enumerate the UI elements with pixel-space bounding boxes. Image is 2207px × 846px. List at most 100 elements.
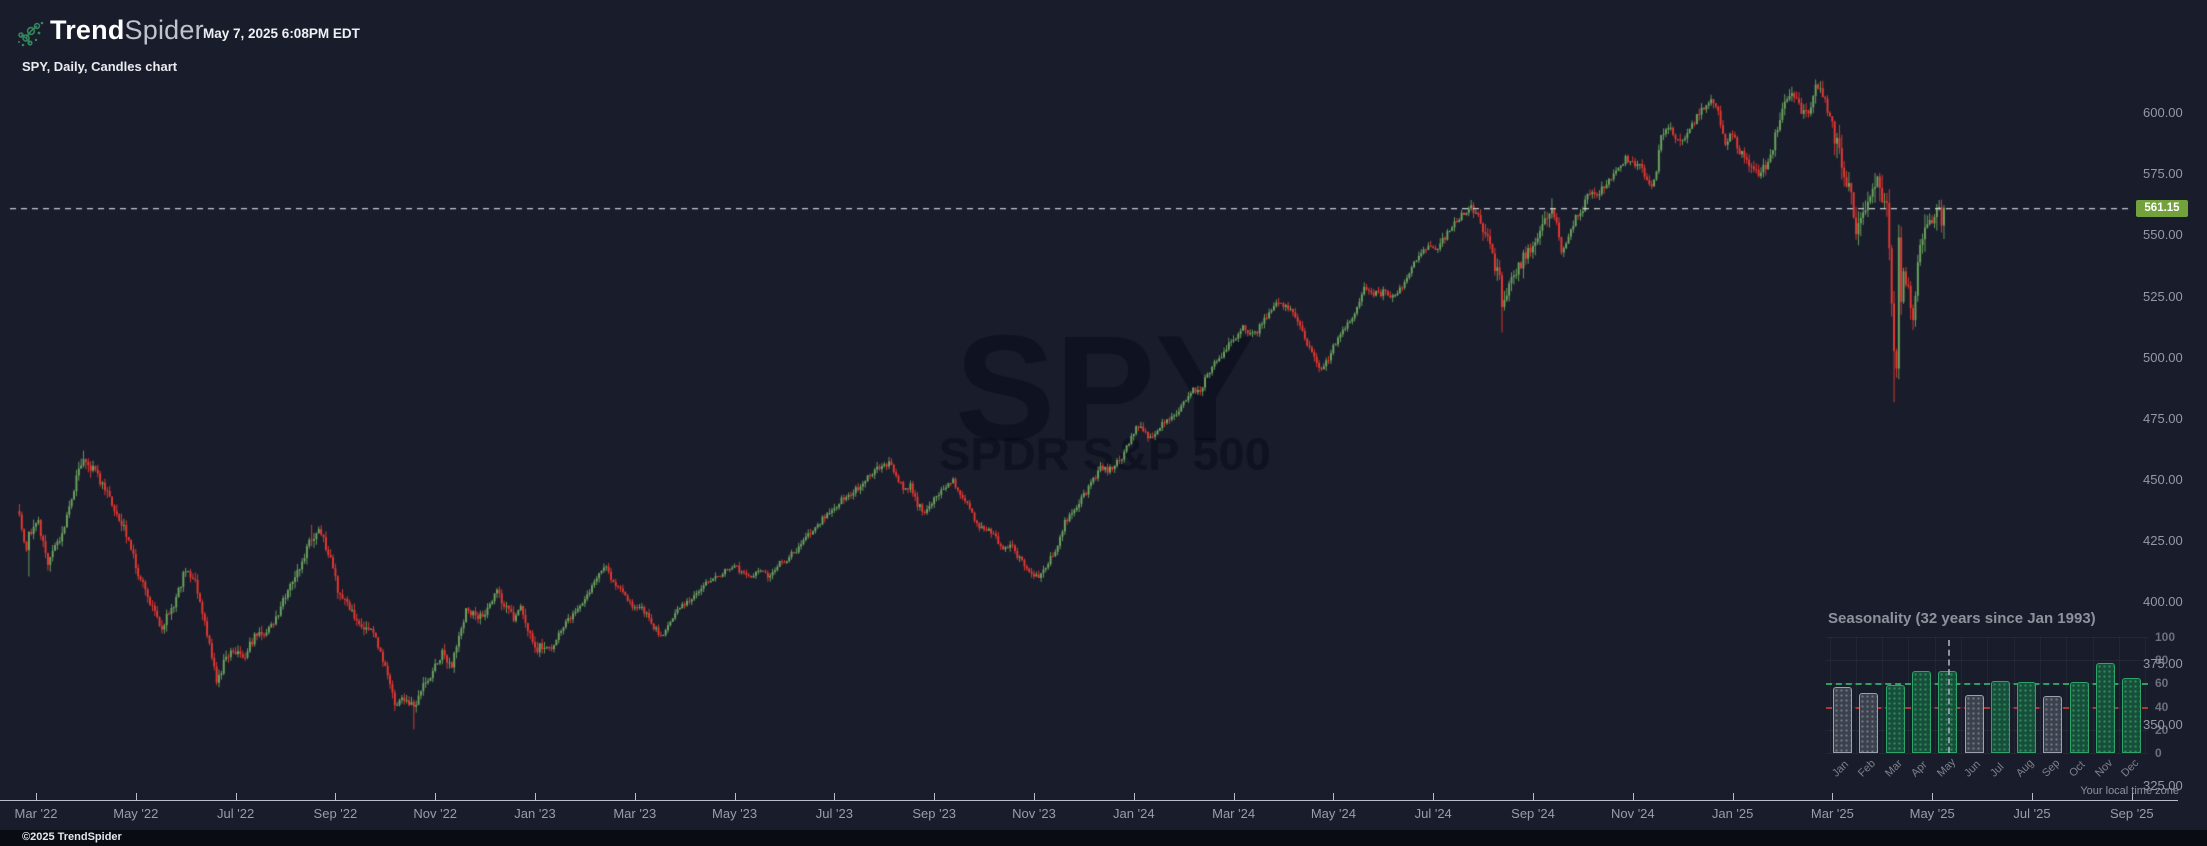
brand-spider: Spider [124,15,204,45]
price-axis-label: 350.00 [2143,716,2183,732]
time-axis-tick [235,793,237,800]
seasonality-ytick: 100 [2155,630,2176,644]
time-axis-tick [1433,793,1435,800]
price-axis-label: 425.00 [2143,533,2183,549]
seasonality-bar-jul[interactable] [1990,681,2010,753]
time-axis-label: Mar '24 [1212,806,1256,821]
time-axis-tick [1632,793,1634,800]
price-axis-label: 475.00 [2143,410,2183,426]
seasonality-month-label: Apr [1908,758,1930,780]
seasonality-month-label: Jun [1961,758,1983,780]
seasonality-gridline [1826,753,2148,754]
time-axis-label: Sep '22 [313,806,358,821]
time-axis-label: Jul '22 [217,806,255,821]
seasonality-bar-dec[interactable] [2122,677,2142,753]
time-axis-tick [335,793,337,800]
seasonality-month-label: Mar [1882,757,1905,780]
brand-trend: Trend [50,15,125,45]
seasonality-gridline [2092,637,2094,753]
brand-wordmark[interactable]: TrendSpider [50,15,204,46]
time-axis-tick [834,793,836,800]
time-axis-label: Nov '22 [413,806,458,821]
seasonality-gridline [1987,637,1989,753]
seasonality-month-label: Oct [2066,758,2088,780]
seasonality-ytick: 80 [2155,653,2169,668]
seasonality-gridline [2039,637,2041,753]
seasonality-inset[interactable]: Seasonality (32 years since Jan 1993) 0 2… [1820,600,2175,800]
time-axis-tick [1233,793,1235,800]
time-axis-tick [1932,793,1934,800]
seasonality-month-label: Sep [2040,757,2063,780]
price-axis-label: 500.00 [2143,349,2183,365]
seasonality-gridline [1826,660,2148,662]
time-axis-tick [535,793,536,800]
price-axis-label: 325.00 [2143,777,2183,793]
chart-datetime: May 7, 2025 6:08PM EDT [203,26,360,41]
time-axis-label: Jan '23 [514,806,556,821]
seasonality-bar-apr[interactable] [1911,670,1931,753]
time-axis-tick [1333,793,1335,800]
price-axis-label: 600.00 [2143,105,2183,120]
seasonality-up-avg-line [1826,683,2148,686]
time-axis-label: May '22 [113,806,159,821]
seasonality-ytick: 20 [2155,722,2169,737]
time-axis-label: Jul '24 [1414,806,1452,821]
footer-bar: ©2025 TrendSpider [0,830,2207,846]
seasonality-gridline [1882,637,1884,753]
time-axis-tick [435,793,437,800]
time-axis-label: Jan '25 [1711,806,1754,821]
time-axis-tick [2131,793,2133,800]
seasonality-gridline [2013,637,2015,753]
time-axis-line [0,800,2178,801]
seasonality-gridline [1961,637,1962,753]
time-axis-tick [1133,793,1135,800]
seasonality-bar-sep[interactable] [2043,696,2063,753]
seasonality-month-label: Jan [1830,758,1852,780]
seasonality-bar-feb[interactable] [1859,692,1879,753]
seasonality-bar-mar[interactable] [1885,684,1905,753]
seasonality-down-avg-line [1826,706,2148,709]
seasonality-ytick: 0 [2155,746,2162,760]
seasonality-gridline [1829,637,1831,753]
seasonality-bar-aug[interactable] [2017,682,2037,753]
seasonality-gridline [1855,637,1857,753]
time-axis-label: Jan '24 [1113,806,1155,821]
seasonality-current-month-line [1947,640,1950,753]
seasonality-gridline [1908,637,1910,753]
seasonality-gridline [1934,637,1936,753]
copyright: ©2025 TrendSpider [22,831,122,843]
seasonality-gridline [1826,729,2148,731]
time-axis-tick [1034,793,1035,800]
seasonality-ytick: 40 [2155,699,2169,714]
last-price-badge: 561.15 [2136,199,2188,217]
price-axis-label: 450.00 [2143,472,2183,488]
price-axis-label: 575.00 [2143,166,2183,182]
seasonality-bar-nov[interactable] [2096,662,2115,753]
time-axis-label: Mar '22 [14,806,58,821]
seasonality-month-label: Jul [1987,761,2007,780]
time-axis-tick [734,793,736,800]
seasonality-gridline [1826,637,2148,638]
time-axis-label: Jul '25 [2013,806,2051,821]
time-axis-label: Jul '23 [815,806,853,821]
time-axis-label: Sep '25 [2109,806,2154,821]
price-axis-label: 400.00 [2143,594,2183,610]
seasonality-month-label: Dec [2119,757,2142,780]
time-axis-label: Nov '23 [1012,806,1056,821]
time-axis-tick [2032,793,2033,800]
time-axis-label: May '25 [1909,806,1955,821]
trendspider-logo-icon[interactable] [17,20,45,48]
time-axis-label: May '23 [712,806,758,821]
timezone-note: Your local time zone [2080,785,2179,797]
seasonality-bar-jan[interactable] [1833,686,1852,753]
time-axis-tick [1832,793,1834,800]
price-axis-label: 525.00 [2143,288,2183,304]
seasonality-gridline [2145,637,2147,753]
seasonality-bar-oct[interactable] [2069,682,2089,753]
seasonality-title: Seasonality (32 years since Jan 1993) [1828,610,2096,627]
time-axis-tick [934,793,936,800]
seasonality-bar-jun[interactable] [1964,695,1984,753]
seasonality-ytick: 60 [2155,676,2169,691]
chart-subtitle: SPY, Daily, Candles chart [22,59,178,74]
